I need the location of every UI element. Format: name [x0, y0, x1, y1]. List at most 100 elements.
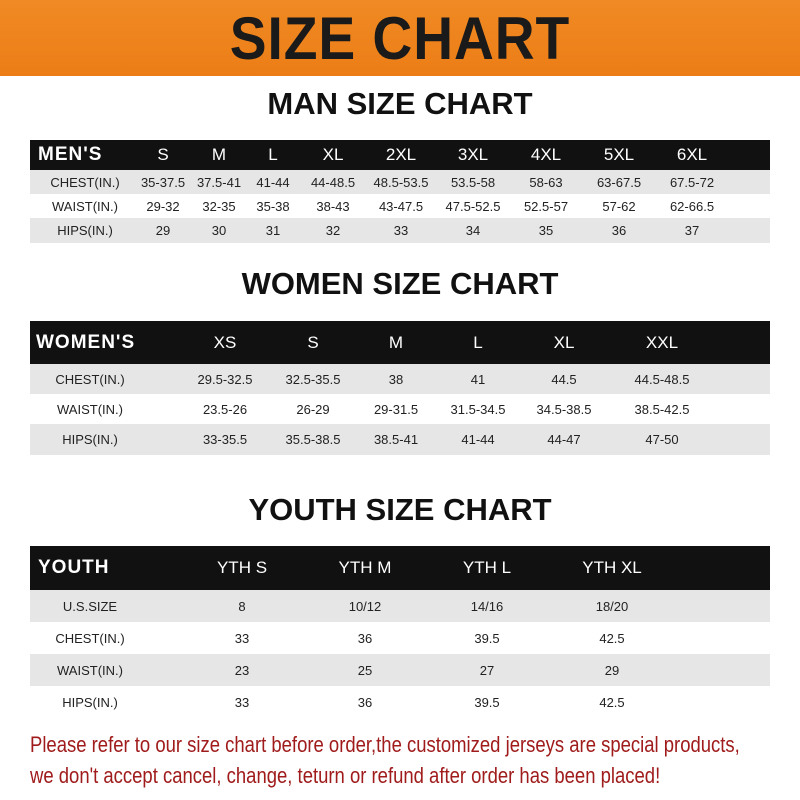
table-cell: 36 — [357, 630, 373, 646]
size-header-cell: L — [473, 332, 483, 352]
table-header-row: MEN'S S M L XL 2XL 3XL 4XL 5XL 6XL — [30, 140, 770, 170]
table-cell: 41-44 — [461, 432, 495, 447]
table-cell: 33 — [234, 694, 250, 710]
table-cell: 33 — [234, 630, 250, 646]
table-cell: 67.5-72 — [669, 174, 715, 190]
size-header-cell: XL — [553, 332, 575, 352]
table-cell: 41 — [470, 371, 486, 387]
size-header-cell: YTH S — [216, 558, 268, 577]
table-cell: 23 — [234, 662, 250, 678]
table-row: HIPS(IN.) 29 30 31 32 33 34 35 36 37 — [30, 218, 770, 243]
table-cell: 35 — [538, 223, 554, 238]
table-cell: 44-48.5 — [310, 174, 356, 190]
women-size-table: WOMEN'S XS S M L XL XXL CHEST(IN.) 29.5-32.5 32.5… — [30, 321, 770, 455]
men-size-table: MEN'S S M L XL 2XL 3XL 4XL 5XL 6XL CHEST(IN.) 35-37… — [30, 140, 770, 243]
size-header-cell: YTH L — [462, 558, 512, 577]
table-cell: 33 — [393, 223, 409, 238]
table-row: CHEST(IN.) 29.5-32.5 32.5-35.5 38 41 44.5 44.5… — [30, 364, 770, 394]
table-cell: 39.5 — [474, 630, 500, 646]
table-cell: 32 — [325, 223, 341, 238]
table-cell: 35-37.5 — [140, 174, 186, 190]
table-cell: 39.5 — [474, 694, 500, 710]
table-cell: 38 — [388, 371, 404, 387]
notice-line-2: we don't accept cancel, change, teturn o… — [30, 763, 661, 788]
table-cell: 44.5-48.5 — [634, 371, 690, 387]
table-cell: 35-38 — [256, 198, 290, 214]
table-cell: 44-47 — [547, 432, 581, 447]
women-title: WOMEN SIZE CHART — [241, 266, 559, 301]
table-row: WAIST(IN.) 23 25 27 29 — [30, 654, 770, 686]
table-cell: 33-35.5 — [202, 432, 248, 447]
table-cell: 36 — [611, 223, 627, 238]
table-cell: 37.5-41 — [196, 174, 242, 190]
table-cell: 52.5-57 — [523, 198, 569, 214]
size-header-cell: YTH XL — [582, 558, 642, 577]
table-title-cell: MEN'S — [38, 144, 103, 165]
size-header-cell: XXL — [645, 332, 679, 352]
table-cell: 48.5-53.5 — [373, 174, 429, 190]
row-label: CHEST(IN.) — [55, 371, 125, 387]
row-label: WAIST(IN.) — [57, 662, 123, 678]
table-cell: 34 — [465, 223, 481, 238]
table-cell: 37 — [684, 223, 700, 238]
table-cell: 44.5 — [551, 371, 577, 387]
table-header-row: YOUTH YTH S YTH M YTH L YTH XL — [30, 546, 770, 590]
row-label: CHEST(IN.) — [55, 630, 125, 646]
table-cell: 32.5-35.5 — [285, 371, 341, 387]
table-cell: 30 — [211, 223, 227, 238]
table-cell: 29 — [604, 662, 620, 678]
table-cell: 29-32 — [146, 198, 180, 214]
size-header-cell: 2XL — [385, 145, 417, 164]
row-label: U.S.SIZE — [62, 598, 118, 614]
table-cell: 47-50 — [645, 432, 679, 447]
table-row: CHEST(IN.) 35-37.5 37.5-41 41-44 44-48.5 48.5… — [30, 170, 770, 194]
youth-size-table: YOUTH YTH S YTH M YTH L YTH XL U.S.SIZE 8 10/12… — [30, 546, 770, 718]
table-row: WAIST(IN.) 29-32 32-35 35-38 38-43 43-47.5 47.… — [30, 194, 770, 218]
size-header-cell: 4XL — [530, 145, 562, 164]
banner-title: SIZE CHART — [229, 4, 571, 72]
table-header-row: WOMEN'S XS S M L XL XXL — [30, 321, 770, 364]
table-cell: 42.5 — [599, 694, 625, 710]
men-title: MAN SIZE CHART — [267, 86, 533, 121]
table-cell: 26-29 — [296, 401, 330, 417]
size-header-cell: XS — [213, 332, 237, 352]
table-cell: 10/12 — [348, 598, 382, 614]
table-cell: 38.5-42.5 — [634, 401, 690, 417]
table-cell: 32-35 — [202, 198, 236, 214]
size-header-cell: L — [268, 145, 278, 164]
notice-line-1: Please refer to our size chart before or… — [30, 732, 740, 757]
table-cell: 29-31.5 — [373, 401, 419, 417]
size-header-cell: M — [388, 332, 404, 352]
size-header-cell: 5XL — [603, 145, 635, 164]
table-cell: 57-62 — [602, 198, 636, 214]
table-row: CHEST(IN.) 33 36 39.5 42.5 — [30, 622, 770, 654]
table-cell: 35.5-38.5 — [285, 432, 341, 447]
table-cell: 36 — [357, 694, 373, 710]
table-cell: 63-67.5 — [596, 174, 642, 190]
size-header-cell: S — [307, 332, 319, 352]
size-header-cell: 3XL — [457, 145, 489, 164]
table-cell: 58-63 — [529, 174, 563, 190]
table-cell: 38.5-41 — [373, 432, 419, 447]
size-header-cell: S — [157, 145, 169, 164]
size-header-cell: YTH M — [338, 558, 392, 577]
table-cell: 31 — [265, 223, 281, 238]
table-cell: 27 — [479, 662, 495, 678]
table-cell: 18/20 — [595, 598, 629, 614]
table-cell: 25 — [357, 662, 373, 678]
table-row: HIPS(IN.) 33 36 39.5 42.5 — [30, 686, 770, 718]
table-row: HIPS(IN.) 33-35.5 35.5-38.5 38.5-41 41-44 44-… — [30, 424, 770, 455]
size-header-cell: XL — [322, 145, 344, 164]
table-cell: 34.5-38.5 — [536, 401, 592, 417]
table-cell: 29.5-32.5 — [197, 371, 253, 387]
table-cell: 43-47.5 — [378, 198, 424, 214]
table-cell: 62-66.5 — [669, 198, 715, 214]
youth-title: YOUTH SIZE CHART — [248, 492, 552, 527]
table-cell: 14/16 — [470, 598, 504, 614]
row-label: WAIST(IN.) — [52, 198, 118, 214]
table-cell: 31.5-34.5 — [450, 401, 506, 417]
size-header-cell: M — [211, 145, 227, 164]
table-cell: 29 — [155, 223, 171, 238]
row-label: HIPS(IN.) — [62, 432, 118, 447]
table-cell: 38-43 — [316, 198, 350, 214]
